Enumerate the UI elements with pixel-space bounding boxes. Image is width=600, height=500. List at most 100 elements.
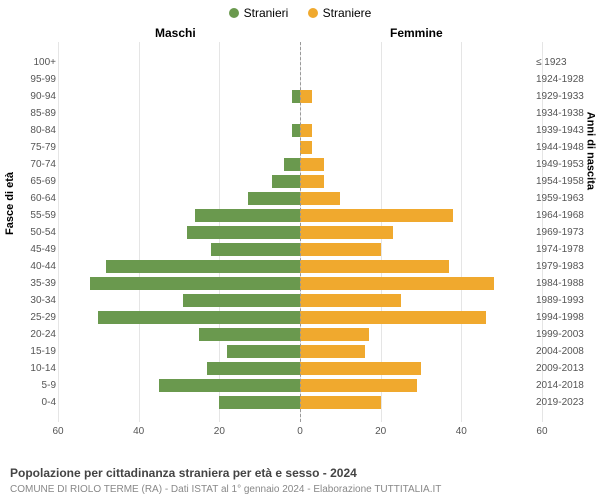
age-label: 20-24 [18,326,56,343]
bar-female [300,260,449,273]
birth-label: 2004-2008 [536,343,592,360]
bar-female [300,243,381,256]
birth-label: 1994-1998 [536,309,592,326]
bar-male [187,226,300,239]
bar-female [300,379,417,392]
birth-labels: ≤ 19231924-19281929-19331934-19381939-19… [536,42,592,422]
x-tick-label: 40 [456,426,467,437]
birth-label: 1969-1973 [536,224,592,241]
bar-male [248,192,300,205]
chart-title: Popolazione per cittadinanza straniera p… [10,466,357,480]
column-header-male: Maschi [155,26,196,40]
age-label: 25-29 [18,309,56,326]
age-label: 45-49 [18,241,56,258]
age-label: 65-69 [18,173,56,190]
bar-female [300,396,381,409]
birth-label: 1949-1953 [536,156,592,173]
bar-male [90,277,300,290]
bar-female [300,362,421,375]
birth-label: 1954-1958 [536,173,592,190]
age-label: 85-89 [18,105,56,122]
bar-female [300,277,494,290]
plot-area [58,42,542,422]
age-label: 100+ [18,54,56,71]
legend-item-male: Stranieri [229,6,289,20]
birth-label: 1984-1988 [536,275,592,292]
x-axis-ticks: 6040200204060 [58,426,542,440]
bar-female [300,192,340,205]
legend: Stranieri Straniere [0,0,600,21]
bar-female [300,328,369,341]
birth-label: 1959-1963 [536,190,592,207]
birth-label: ≤ 1923 [536,54,592,71]
bar-male [207,362,300,375]
y-axis-title-left: Fasce di età [4,172,16,235]
bar-male [219,396,300,409]
bar-male [211,243,300,256]
bar-female [300,141,312,154]
birth-label: 1944-1948 [536,139,592,156]
age-label: 40-44 [18,258,56,275]
x-tick-label: 20 [214,426,225,437]
age-labels: 100+95-9990-9485-8980-8475-7970-7465-696… [18,42,56,422]
chart-subtitle: COMUNE DI RIOLO TERME (RA) - Dati ISTAT … [10,484,441,495]
bar-male [272,175,300,188]
age-label: 15-19 [18,343,56,360]
bar-male [98,311,300,324]
bar-female [300,124,312,137]
bar-male [292,90,300,103]
bar-male [159,379,300,392]
x-tick-label: 20 [375,426,386,437]
bar-female [300,209,453,222]
bar-male [195,209,300,222]
birth-label: 1964-1968 [536,207,592,224]
legend-label-female: Straniere [323,6,372,20]
column-header-female: Femmine [390,26,443,40]
x-tick-label: 0 [297,426,303,437]
age-label: 35-39 [18,275,56,292]
bar-male [199,328,300,341]
age-label: 10-14 [18,360,56,377]
age-label: 90-94 [18,88,56,105]
age-label: 0-4 [18,394,56,411]
birth-label: 1974-1978 [536,241,592,258]
bar-female [300,311,486,324]
age-label: 80-84 [18,122,56,139]
legend-swatch-female [308,8,318,18]
bar-male [292,124,300,137]
birth-label: 1924-1928 [536,71,592,88]
birth-label: 1979-1983 [536,258,592,275]
bar-male [106,260,300,273]
x-tick-label: 60 [536,426,547,437]
bar-female [300,345,365,358]
bar-male [227,345,300,358]
legend-label-male: Stranieri [244,6,289,20]
bar-female [300,226,393,239]
birth-label: 2014-2018 [536,377,592,394]
birth-label: 1989-1993 [536,292,592,309]
birth-label: 2009-2013 [536,360,592,377]
age-label: 75-79 [18,139,56,156]
birth-label: 1929-1933 [536,88,592,105]
center-line [300,42,301,422]
birth-label: 1999-2003 [536,326,592,343]
birth-label: 1939-1943 [536,122,592,139]
age-label: 95-99 [18,71,56,88]
bar-female [300,175,324,188]
x-tick-label: 60 [52,426,63,437]
bar-female [300,158,324,171]
bar-female [300,90,312,103]
age-label: 30-34 [18,292,56,309]
age-label: 5-9 [18,377,56,394]
bar-male [284,158,300,171]
birth-label: 1934-1938 [536,105,592,122]
legend-item-female: Straniere [308,6,372,20]
age-label: 60-64 [18,190,56,207]
age-label: 70-74 [18,156,56,173]
legend-swatch-male [229,8,239,18]
age-label: 55-59 [18,207,56,224]
birth-label: 2019-2023 [536,394,592,411]
bar-male [183,294,300,307]
age-label: 50-54 [18,224,56,241]
x-tick-label: 40 [133,426,144,437]
